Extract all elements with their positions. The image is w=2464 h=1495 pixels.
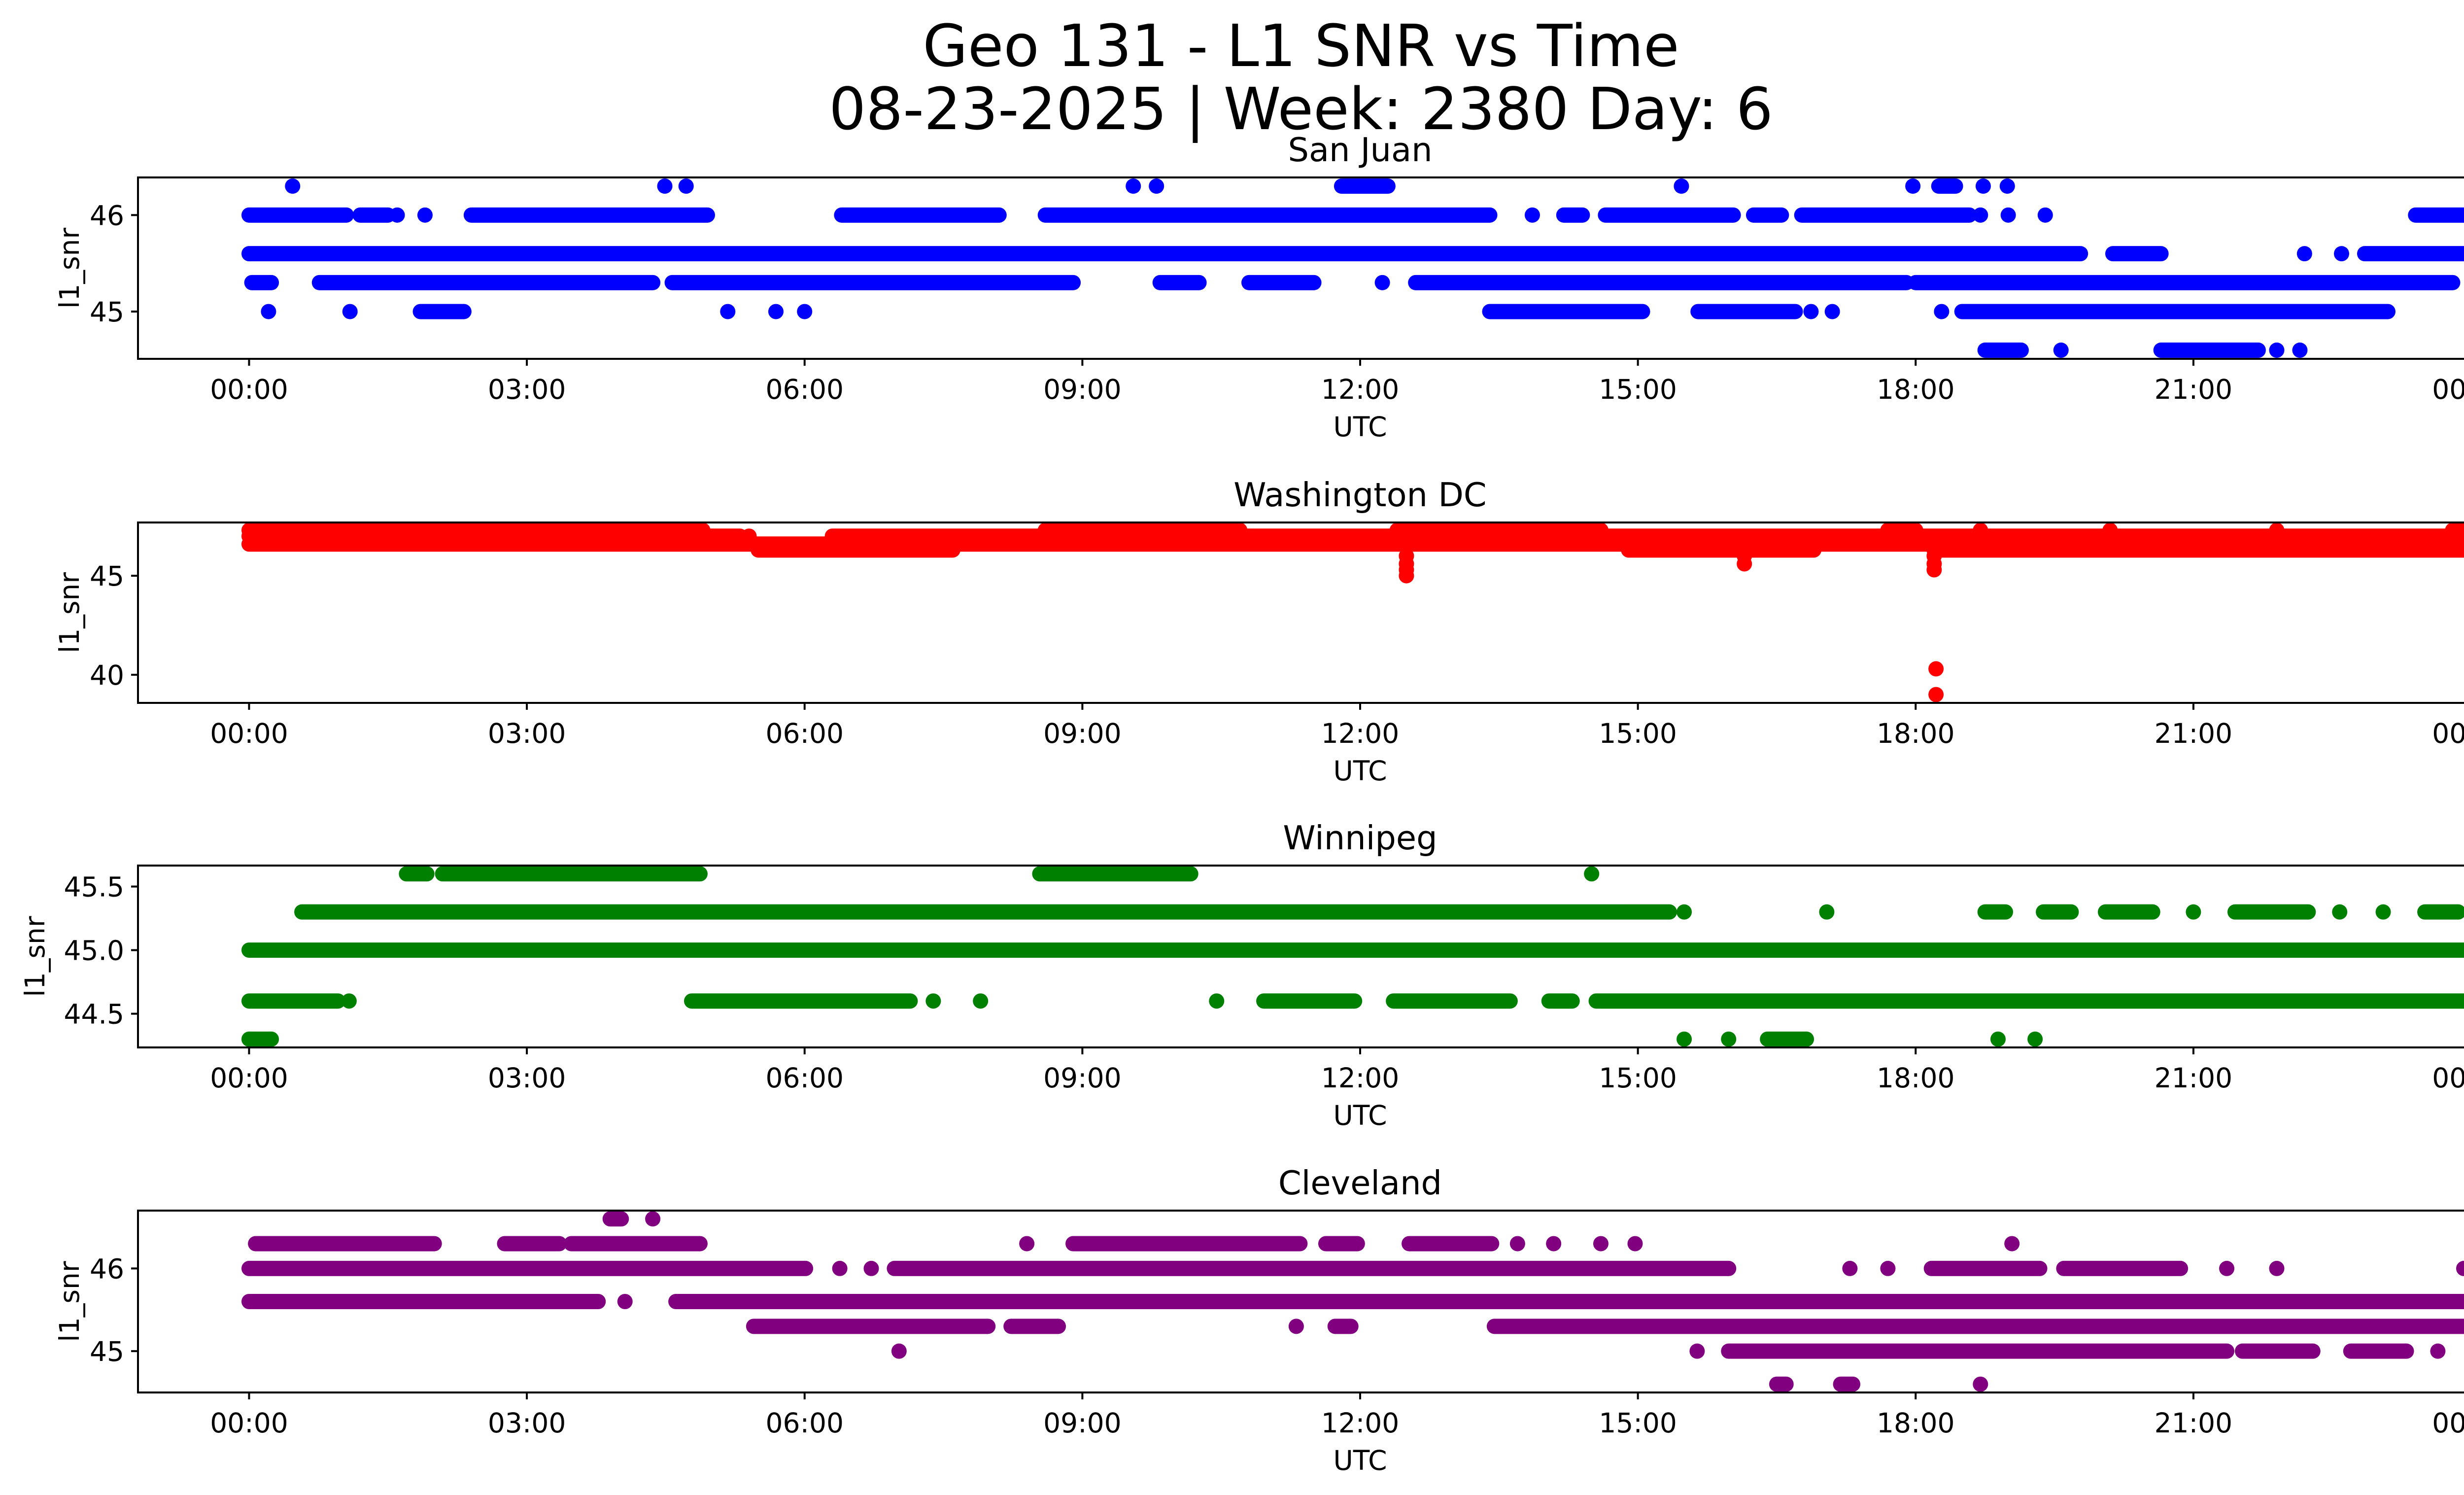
x-tick-label: 18:00 [1877, 374, 1955, 405]
x-tick-label: 09:00 [1043, 374, 1122, 405]
x-tick-label: 03:00 [488, 374, 566, 405]
x-tick-label: 21:00 [2155, 718, 2233, 749]
x-tick-label: 18:00 [1877, 1407, 1955, 1439]
y-axis-label: l1_snr [54, 572, 85, 653]
x-tick-label: 12:00 [1321, 718, 1400, 749]
y-tick-label: 46 [90, 1253, 124, 1285]
panel-san-juan: San Juan 00:00 03:00 06:00 09:00 12:00 15:00 1… [54, 131, 2464, 443]
x-tick-label: 00:00 [210, 374, 288, 405]
x-tick-label: 06:00 [765, 1407, 844, 1439]
x-tick-label: 03:00 [488, 1062, 566, 1094]
chart-title: Geo 131 - L1 SNR vs Time [923, 12, 1679, 80]
panel-title: San Juan [1288, 131, 1432, 169]
y-tick-label: 45.5 [64, 871, 124, 903]
x-tick-label: 03:00 [488, 718, 566, 749]
x-axis-label: UTC [1333, 755, 1387, 787]
panel-washington-dc: Washington DC 00:00 03:00 06:00 09:00 12:00 1… [54, 476, 2464, 787]
y-tick-label: 45 [90, 296, 124, 328]
x-axis-label: UTC [1333, 411, 1387, 443]
x-tick-label: 00:00 [210, 1062, 288, 1094]
y-axis-label: l1_snr [19, 916, 51, 997]
x-axis-label: UTC [1333, 1100, 1387, 1131]
y-tick-label: 46 [90, 200, 124, 231]
x-tick-label: 15:00 [1599, 718, 1677, 749]
x-tick-label: 00:00 [2432, 1407, 2464, 1439]
series-points [241, 178, 2464, 358]
panel-title: Winnipeg [1283, 819, 1437, 857]
x-tick-label: 00:00 [2432, 718, 2464, 749]
series-points [241, 866, 2464, 1047]
x-tick-label: 03:00 [488, 1407, 566, 1439]
x-tick-label: 15:00 [1599, 374, 1677, 405]
x-tick-label: 09:00 [1043, 1407, 1122, 1439]
y-tick-label: 44.5 [64, 999, 124, 1030]
x-tick-label: 09:00 [1043, 718, 1122, 749]
x-tick-label: 21:00 [2155, 1062, 2233, 1094]
x-tick-label: 21:00 [2155, 1407, 2233, 1439]
chart-subtitle: 08-23-2025 | Week: 2380 Day: 6 [829, 75, 1773, 143]
y-tick-label: 45 [90, 1336, 124, 1367]
panel-title: Washington DC [1233, 476, 1486, 514]
x-tick-label: 15:00 [1599, 1407, 1677, 1439]
x-tick-label: 06:00 [765, 718, 844, 749]
x-tick-label: 00:00 [2432, 374, 2464, 405]
y-tick-label: 45 [90, 560, 124, 592]
series-points [241, 522, 2464, 702]
y-tick-label: 45.0 [64, 935, 124, 967]
x-tick-label: 06:00 [765, 1062, 844, 1094]
x-tick-label: 09:00 [1043, 1062, 1122, 1094]
panel-winnipeg: Winnipeg 00:00 03:00 06:00 09:00 12:00 15:00 1… [19, 819, 2464, 1131]
x-tick-label: 15:00 [1599, 1062, 1677, 1094]
x-tick-label: 00:00 [210, 718, 288, 749]
y-tick-label: 40 [90, 660, 124, 691]
x-tick-label: 18:00 [1877, 1062, 1955, 1094]
x-tick-label: 21:00 [2155, 374, 2233, 405]
x-tick-label: 18:00 [1877, 718, 1955, 749]
x-tick-label: 00:00 [210, 1407, 288, 1439]
y-axis-label: l1_snr [54, 1261, 85, 1342]
x-tick-label: 00:00 [2432, 1062, 2464, 1094]
series-points [241, 1211, 2464, 1392]
panel-title: Cleveland [1278, 1164, 1442, 1202]
x-tick-label: 12:00 [1321, 1407, 1400, 1439]
x-tick-label: 06:00 [765, 374, 844, 405]
panel-cleveland: Cleveland 00:00 03:00 06:00 09:00 12:00 15:00… [54, 1164, 2464, 1476]
x-tick-label: 12:00 [1321, 374, 1400, 405]
y-axis-label: l1_snr [54, 228, 85, 309]
x-tick-label: 12:00 [1321, 1062, 1400, 1094]
x-axis-label: UTC [1333, 1445, 1387, 1476]
